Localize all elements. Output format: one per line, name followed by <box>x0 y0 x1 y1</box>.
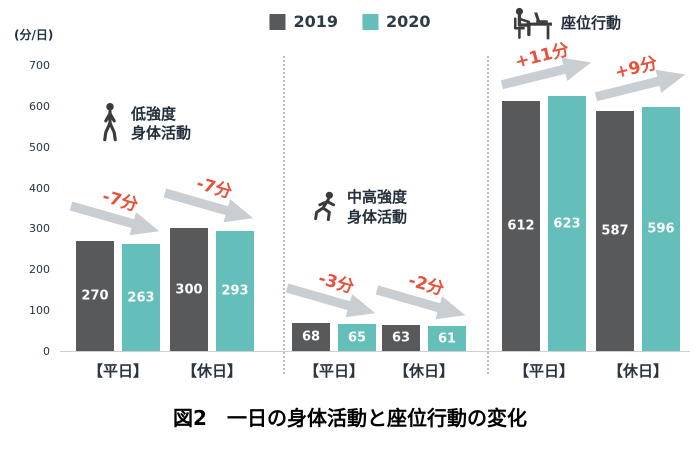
change-annotation: -2分 <box>372 258 477 328</box>
bar-2020: 623 <box>548 96 586 351</box>
y-tick-label: 0 <box>43 345 50 358</box>
sitting-person-icon <box>510 6 554 41</box>
bar-2019: 63 <box>382 325 420 351</box>
bar-2019: 587 <box>596 111 634 351</box>
bar-2019: 612 <box>502 101 540 351</box>
y-tick-label: 700 <box>29 59 50 72</box>
x-axis-category-label: 【平日】 <box>303 362 365 380</box>
group-label-line: 身体活動 <box>347 207 408 226</box>
y-axis: 700 600 500 400 300 200 100 0 <box>12 59 50 358</box>
bar-2020: 61 <box>428 326 466 351</box>
bar-value-label: 300 <box>175 282 203 297</box>
group-separator <box>487 56 489 374</box>
walking-person-icon <box>96 102 124 146</box>
group-label-line: 身体活動 <box>131 124 192 142</box>
bar-pair: 300 293 -7分 【休日】 <box>163 66 254 380</box>
bar-value-label: 263 <box>127 290 155 305</box>
y-tick-label: 600 <box>29 99 50 113</box>
bar-value-label: 293 <box>221 283 249 299</box>
group-label: 座位行動 <box>561 14 621 34</box>
legend: 2019 2020 <box>269 12 431 31</box>
trend-arrow-icon <box>69 201 160 235</box>
bar-pair: 63 61 -2分 【休日】 <box>375 66 466 380</box>
change-annotation: -7分 <box>160 161 265 231</box>
group-label-line: 中高強度 <box>347 188 408 206</box>
trend-arrow-icon <box>285 283 376 318</box>
change-annotation: -3分 <box>282 256 387 326</box>
x-axis-category-label: 【休日】 <box>181 362 243 380</box>
bar-value-label: 587 <box>601 223 629 239</box>
bar-pair: 587 596 +9分 【休日】 <box>594 53 686 380</box>
x-axis-category-label: 【休日】 <box>393 362 455 380</box>
y-tick-label: 100 <box>29 304 50 318</box>
change-annotation: +9分 <box>586 42 690 109</box>
group-label: 中高強度 身体活動 <box>347 188 407 227</box>
legend-swatch-2020 <box>362 13 378 30</box>
bar-pair: 270 263 -7分 【平日】 <box>69 66 160 380</box>
bar-value-label: 596 <box>647 221 675 237</box>
x-axis-category-label: 【平日】 <box>513 362 575 380</box>
bar-value-label: 61 <box>437 331 457 346</box>
group-label: 低強度 身体活動 <box>131 105 191 144</box>
group-header-sedentary: 座位行動 <box>510 6 621 41</box>
running-person-icon <box>306 190 340 226</box>
bar-value-label: 63 <box>391 330 411 346</box>
y-axis-unit-label: (分/日) <box>14 28 54 42</box>
bar-pair: 612 623 +11分 【平日】 <box>500 40 592 380</box>
change-annotation: -7分 <box>66 173 171 243</box>
bar-2020: 596 <box>642 107 680 351</box>
bar-2019: 270 <box>76 241 114 351</box>
bar-2019: 300 <box>170 228 208 351</box>
legend-item-2020: 2020 <box>362 12 431 31</box>
group-header-moderate-vigorous: 中高強度 身体活動 <box>306 188 407 227</box>
figure-title: 図2 一日の身体活動と座位行動の変化 <box>173 406 527 430</box>
bar-value-label: 68 <box>301 329 321 345</box>
group-separator <box>283 56 285 374</box>
legend-label-2019: 2019 <box>293 12 338 31</box>
plot-area: 270 263 -7分【平日】 300 293 -7分【休日】 68 65 -3分【平日】 63 6… <box>60 40 690 380</box>
trend-arrow-icon <box>594 69 686 101</box>
bar-2020: 293 <box>216 231 254 351</box>
x-axis-category-label: 【休日】 <box>607 362 669 380</box>
y-tick-label: 500 <box>29 140 50 154</box>
bar-2020: 263 <box>122 244 160 351</box>
trend-arrow-icon <box>500 58 592 90</box>
trend-arrow-icon <box>375 285 466 320</box>
group-label-line: 低強度 <box>131 104 177 123</box>
legend-label-2020: 2020 <box>386 12 431 31</box>
bar-value-label: 612 <box>507 218 535 234</box>
bar-2019: 68 <box>292 323 330 351</box>
change-annotation: +11分 <box>492 31 596 98</box>
group-label-line: 座位行動 <box>561 13 622 32</box>
bar-value-label: 65 <box>347 330 367 345</box>
bar-value-label: 270 <box>81 288 109 304</box>
bar-value-label: 623 <box>553 216 581 231</box>
group-header-low-intensity: 低強度 身体活動 <box>96 102 191 146</box>
trend-arrow-icon <box>163 188 254 223</box>
legend-swatch-2019 <box>269 13 286 30</box>
legend-item-2019: 2019 <box>269 12 338 31</box>
y-tick-label: 400 <box>29 181 50 195</box>
y-tick-label: 300 <box>29 222 50 236</box>
bar-2020: 65 <box>338 324 376 351</box>
y-tick-label: 200 <box>29 263 50 277</box>
bar-pair: 68 65 -3分 【平日】 <box>285 66 376 380</box>
x-axis-category-label: 【平日】 <box>87 362 149 380</box>
